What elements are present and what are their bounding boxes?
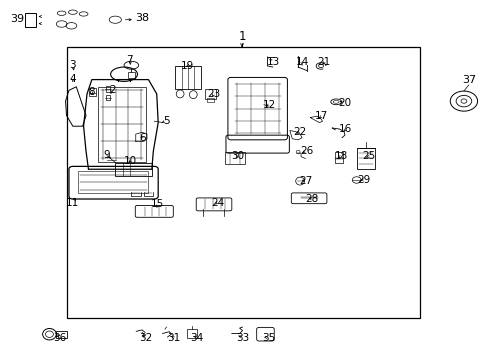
Text: 16: 16 — [339, 125, 352, 134]
Text: 5: 5 — [163, 116, 169, 126]
Text: 9: 9 — [103, 150, 110, 160]
Text: 4: 4 — [69, 74, 76, 84]
Bar — [207, 98, 214, 102]
Text: 12: 12 — [262, 100, 275, 110]
Text: 24: 24 — [211, 198, 224, 208]
Bar — [115, 163, 152, 176]
Text: 31: 31 — [167, 333, 180, 343]
Text: 32: 32 — [139, 333, 152, 343]
Text: 14: 14 — [295, 57, 308, 67]
Bar — [105, 86, 110, 92]
Bar — [356, 148, 374, 169]
Text: 23: 23 — [207, 89, 220, 99]
Text: 34: 34 — [190, 333, 203, 343]
Bar — [56, 330, 67, 338]
Bar — [205, 89, 216, 99]
Text: 22: 22 — [292, 127, 305, 136]
Bar — [25, 13, 36, 27]
Bar — [89, 88, 96, 96]
Text: 27: 27 — [298, 176, 311, 186]
Text: 6: 6 — [139, 133, 145, 143]
Bar — [128, 72, 135, 78]
Text: 35: 35 — [261, 333, 274, 343]
Text: 28: 28 — [305, 194, 318, 204]
Bar — [175, 66, 200, 89]
Text: 20: 20 — [337, 98, 350, 108]
Text: 17: 17 — [314, 111, 327, 121]
Text: 10: 10 — [123, 156, 136, 166]
Text: 8: 8 — [88, 87, 95, 97]
Bar — [98, 87, 145, 162]
Text: 3: 3 — [69, 60, 76, 70]
Bar — [224, 152, 245, 164]
Text: 11: 11 — [66, 198, 80, 208]
Bar — [78, 171, 148, 193]
Text: 1: 1 — [238, 30, 245, 43]
Bar — [334, 152, 342, 163]
Text: 18: 18 — [334, 151, 347, 161]
Text: 13: 13 — [266, 57, 279, 67]
Text: 2: 2 — [109, 85, 116, 95]
Text: 29: 29 — [357, 175, 370, 185]
Text: 39: 39 — [10, 14, 24, 24]
Text: 19: 19 — [181, 61, 194, 71]
Bar — [66, 47, 419, 318]
Text: 21: 21 — [317, 57, 330, 67]
Text: 38: 38 — [135, 13, 149, 23]
Bar — [105, 95, 110, 100]
Text: 30: 30 — [231, 151, 244, 161]
Text: 37: 37 — [461, 75, 475, 85]
Text: 25: 25 — [362, 151, 375, 161]
Text: 36: 36 — [54, 333, 67, 343]
Text: 33: 33 — [236, 333, 249, 343]
Text: 26: 26 — [299, 145, 312, 156]
Text: 7: 7 — [126, 55, 133, 65]
Bar — [186, 329, 196, 338]
Text: 15: 15 — [151, 199, 164, 209]
